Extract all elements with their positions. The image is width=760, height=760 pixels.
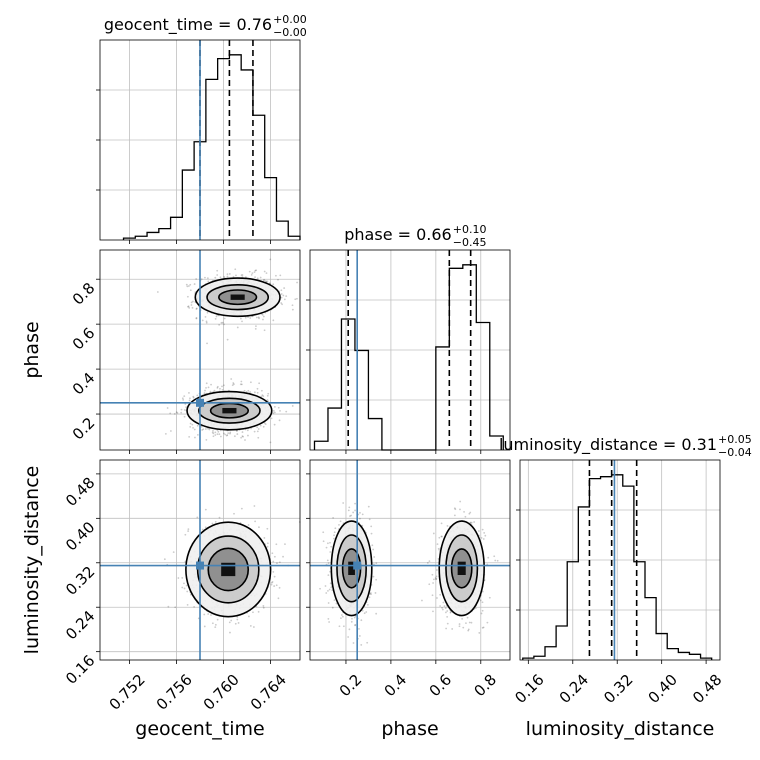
hist-bar-geocent_time-10 (241, 70, 253, 240)
panel-frame-2-0 (99, 459, 301, 661)
hist-bar-luminosity_distance-14 (678, 652, 689, 660)
hist-bar-geocent_time-13 (276, 221, 288, 240)
hist-bar-luminosity_distance-12 (656, 634, 667, 660)
xtick-label-phase-1: 0.4 (381, 671, 411, 701)
hist-bar-luminosity_distance-9 (623, 486, 634, 660)
ytick-label-luminosity_distance-1: 0.24 (62, 607, 98, 643)
hist-bar-luminosity_distance-13 (667, 649, 678, 660)
truth-point-geocent_time-phase (196, 398, 204, 407)
xtick-label-geocent_time-1: 0.756 (153, 671, 196, 714)
hist-bar-phase-11 (463, 265, 476, 450)
plot-layer (96, 39, 721, 664)
hist-bar-geocent_time-4 (171, 217, 183, 240)
title-sup-luminosity_distance: +0.05 (718, 433, 752, 446)
panel-frame-2-1 (309, 459, 511, 661)
xtick-label-phase-2: 0.6 (426, 671, 456, 701)
hist-bar-luminosity_distance-6 (589, 479, 600, 660)
hist-bar-luminosity_distance-5 (578, 507, 589, 660)
hist-bar-phase-9 (436, 347, 449, 450)
panel-frame-1-0 (99, 249, 301, 451)
hist-bar-geocent_time-12 (265, 178, 277, 240)
xtick-label-luminosity_distance-3: 0.40 (645, 671, 681, 707)
panel-frame-0-0 (99, 39, 301, 241)
hist-bar-luminosity_distance-10 (634, 562, 645, 660)
xtick-label-luminosity_distance-4: 0.48 (689, 671, 725, 707)
hist-step-geocent_time (122, 54, 301, 240)
xtick-label-luminosity_distance-2: 0.32 (600, 671, 636, 707)
title-text-geocent_time: geocent_time = 0.76 (104, 15, 272, 35)
xtick-label-luminosity_distance-0: 0.16 (511, 671, 547, 707)
xtick-label-geocent_time-3: 0.764 (247, 671, 290, 714)
ytick-label-luminosity_distance-0: 0.16 (62, 651, 98, 687)
yaxis-label-phase: phase (21, 321, 43, 378)
ytick-label-phase-1: 0.4 (69, 369, 99, 399)
hist-bar-phase-12 (476, 322, 489, 450)
truth-point-phase-luminosity_distance (353, 561, 362, 570)
xtick-label-geocent_time-0: 0.752 (106, 671, 149, 714)
hist-bar-luminosity_distance-15 (689, 654, 700, 660)
ytick-label-phase-3: 0.8 (69, 279, 99, 309)
hist-bar-phase-10 (449, 268, 462, 450)
hist-bar-geocent_time-7 (206, 79, 218, 240)
hist-bar-geocent_time-11 (253, 115, 265, 240)
xtick-label-phase-3: 0.8 (471, 671, 501, 701)
xaxis-label-luminosity_distance: luminosity_distance (526, 718, 715, 740)
xaxis-label-phase: phase (381, 718, 438, 740)
title-sub-phase: −0.45 (453, 236, 487, 249)
title-sub-luminosity_distance: −0.04 (718, 446, 752, 459)
density-core-phase-luminosity_distance-0 (348, 561, 355, 575)
ytick-label-luminosity_distance-3: 0.40 (62, 518, 98, 554)
hist-bar-geocent_time-2 (147, 232, 159, 240)
panel-frame-1-1 (309, 249, 511, 451)
xaxis-label-geocent_time: geocent_time (135, 718, 264, 740)
title-geocent_time: geocent_time = 0.76 +0.00−0.00 (104, 13, 307, 39)
yaxis-label-luminosity_distance: luminosity_distance (21, 466, 43, 655)
panel-frame-2-2 (519, 459, 721, 661)
title-phase: phase = 0.66 +0.10−0.45 (344, 223, 486, 249)
hist-bar-phase-1 (328, 408, 341, 450)
title-sup-geocent_time: +0.00 (273, 13, 307, 26)
density-core-geocent_time-phase-0 (230, 294, 245, 300)
xtick-label-phase-0: 0.2 (336, 671, 366, 701)
hist-bar-phase-0 (314, 441, 327, 450)
hist-bar-luminosity_distance-11 (645, 598, 656, 660)
hist-bar-luminosity_distance-8 (612, 475, 623, 660)
xtick-label-geocent_time-2: 0.760 (200, 671, 243, 714)
hist-bar-luminosity_distance-3 (556, 626, 567, 660)
title-text-phase: phase = 0.66 (344, 225, 451, 244)
xtick-label-luminosity_distance-1: 0.24 (556, 671, 592, 707)
ytick-label-luminosity_distance-2: 0.32 (62, 563, 98, 599)
ytick-label-phase-0: 0.2 (69, 414, 99, 444)
hist-bar-luminosity_distance-7 (601, 477, 612, 660)
hist-bar-luminosity_distance-4 (567, 562, 578, 660)
ytick-label-luminosity_distance-4: 0.48 (62, 474, 98, 510)
title-luminosity_distance: luminosity_distance = 0.31 +0.05−0.04 (499, 433, 752, 459)
title-sub-geocent_time: −0.00 (273, 26, 307, 39)
density-core-phase-luminosity_distance-1 (457, 561, 466, 575)
hist-bar-geocent_time-9 (229, 55, 241, 240)
title-text-luminosity_distance: luminosity_distance = 0.31 (499, 435, 717, 455)
hist-bar-phase-4 (368, 419, 381, 450)
hist-bar-geocent_time-3 (159, 229, 171, 240)
title-sup-phase: +0.10 (453, 223, 487, 236)
hist-bar-geocent_time-5 (182, 170, 194, 240)
hist-step-luminosity_distance (522, 474, 713, 660)
hist-bar-geocent_time-8 (218, 59, 230, 240)
hist-bar-luminosity_distance-2 (545, 647, 556, 660)
density-core-geocent_time-phase-1 (222, 407, 237, 414)
truth-point-geocent_time-luminosity_distance (196, 561, 204, 570)
ytick-label-phase-2: 0.6 (69, 324, 99, 354)
